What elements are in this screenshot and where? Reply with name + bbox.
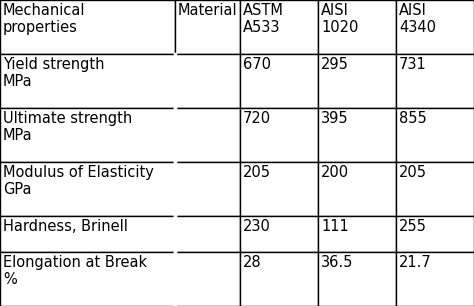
Bar (240, 162, 318, 216)
Bar (175, 252, 240, 306)
Bar (318, 108, 396, 162)
Bar (396, 108, 474, 162)
Text: ASTM
A533: ASTM A533 (243, 3, 284, 35)
Bar (0, 162, 175, 216)
Bar (240, 54, 318, 108)
Text: AISI
4340: AISI 4340 (399, 3, 436, 35)
Bar (240, 108, 318, 162)
Bar (0, 108, 175, 162)
Bar (175, 54, 240, 108)
Bar (396, 252, 474, 306)
Bar (396, 162, 474, 216)
Text: 731: 731 (399, 57, 427, 72)
Bar (175, 0, 240, 54)
Text: 111: 111 (321, 219, 349, 234)
Text: 670: 670 (243, 57, 271, 72)
Bar (0, 54, 175, 108)
Bar (318, 54, 396, 108)
Bar (318, 162, 396, 216)
Text: 205: 205 (399, 165, 427, 180)
Text: 395: 395 (321, 111, 348, 126)
Bar (396, 216, 474, 252)
Bar (318, 252, 396, 306)
Text: Mechanical
properties: Mechanical properties (3, 3, 85, 35)
Bar (175, 216, 240, 252)
Text: Ultimate strength
MPa: Ultimate strength MPa (3, 111, 132, 143)
Bar (175, 162, 240, 216)
Text: Elongation at Break
%: Elongation at Break % (3, 255, 147, 287)
Bar (0, 0, 175, 54)
Bar (318, 0, 396, 54)
Text: Yield strength
MPa: Yield strength MPa (3, 57, 104, 89)
Bar (240, 252, 318, 306)
Text: 855: 855 (399, 111, 427, 126)
Bar (396, 54, 474, 108)
Text: 720: 720 (243, 111, 271, 126)
Text: 255: 255 (399, 219, 427, 234)
Text: 21.7: 21.7 (399, 255, 432, 270)
Text: Modulus of Elasticity
GPa: Modulus of Elasticity GPa (3, 165, 154, 197)
Text: 230: 230 (243, 219, 271, 234)
Text: Material: Material (177, 3, 237, 18)
Text: AISI
1020: AISI 1020 (321, 3, 358, 35)
Text: 295: 295 (321, 57, 349, 72)
Text: Hardness, Brinell: Hardness, Brinell (3, 219, 128, 234)
Bar (240, 216, 318, 252)
Bar (0, 216, 175, 252)
Bar (318, 216, 396, 252)
Bar (0, 252, 175, 306)
Bar (240, 0, 318, 54)
Bar (175, 108, 240, 162)
Text: 200: 200 (321, 165, 349, 180)
Bar (396, 0, 474, 54)
Text: 36.5: 36.5 (321, 255, 354, 270)
Text: 205: 205 (243, 165, 271, 180)
Text: 28: 28 (243, 255, 262, 270)
